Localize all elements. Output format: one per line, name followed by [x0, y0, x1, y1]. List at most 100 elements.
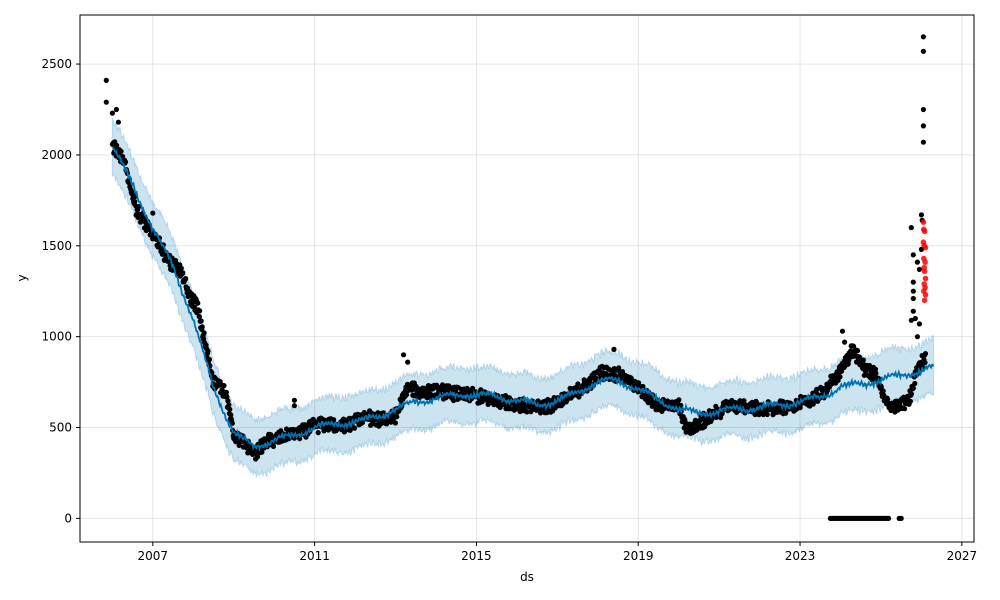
observed-point — [206, 356, 212, 363]
observed-point — [180, 270, 186, 276]
observed-point — [103, 99, 109, 105]
observed-point — [920, 48, 927, 54]
observed-point — [920, 106, 927, 113]
observed-point — [908, 317, 914, 323]
observed-point — [912, 315, 918, 322]
observed-point — [920, 34, 927, 40]
observed-point — [224, 394, 230, 400]
observed-point — [741, 398, 747, 404]
anomaly-point — [920, 219, 927, 225]
observed-point — [198, 318, 204, 324]
observed-point — [259, 449, 265, 455]
observed-point — [885, 396, 891, 402]
anomaly-point — [921, 297, 928, 304]
uncertainty-interval — [111, 117, 935, 479]
observed-point — [223, 389, 229, 395]
observed-point — [109, 110, 115, 116]
observed-point — [910, 288, 916, 294]
observed-point — [197, 308, 203, 314]
observed-point — [860, 357, 866, 363]
observed-point — [297, 436, 303, 442]
observed-point — [254, 454, 261, 460]
observed-point — [920, 139, 927, 145]
observed-point — [405, 359, 411, 365]
grid-lines — [80, 15, 974, 542]
observed-point — [401, 352, 407, 358]
x-tick-label: 2007 — [138, 549, 169, 563]
observed-point — [718, 415, 724, 421]
anomaly-point — [922, 275, 929, 282]
observed-point — [814, 386, 820, 392]
x-axis-ticks: 2007 2011 2015 2019 2023 2027 — [138, 542, 977, 563]
observed-point — [291, 397, 297, 403]
observed-point — [341, 429, 347, 435]
zero-observation — [886, 515, 892, 522]
observed-point — [910, 252, 916, 258]
x-tick-label: 2011 — [299, 549, 330, 563]
observed-point — [225, 398, 231, 404]
observed-point — [227, 406, 233, 412]
observed-point — [575, 381, 581, 387]
observed-point — [392, 420, 398, 426]
y-tick-label: 2000 — [41, 148, 72, 162]
observed-point — [196, 314, 202, 320]
zero-observation — [898, 515, 904, 522]
x-tick-label: 2015 — [461, 549, 492, 563]
observed-point — [867, 363, 873, 369]
y-axis-label: y — [15, 274, 29, 281]
observed-point — [352, 425, 358, 431]
anomaly-point — [922, 259, 928, 265]
observed-point — [270, 443, 277, 449]
observed-point — [150, 210, 156, 216]
anomaly-points — [920, 219, 929, 304]
observed-point — [118, 148, 124, 154]
observed-point — [839, 328, 846, 334]
observed-point — [910, 308, 916, 314]
observed-point — [880, 388, 886, 394]
observed-points — [103, 34, 929, 522]
observed-point — [916, 266, 923, 272]
x-tick-label: 2019 — [623, 549, 654, 563]
observed-point — [178, 265, 184, 271]
observed-point — [910, 385, 916, 391]
observed-point — [910, 295, 916, 302]
observed-point — [221, 383, 227, 389]
observed-point — [183, 276, 189, 282]
y-axis-ticks: 0 500 1000 1500 2000 2500 — [41, 57, 80, 525]
anomaly-point — [921, 268, 928, 275]
observed-point — [920, 123, 927, 129]
observed-point — [918, 212, 925, 218]
observed-point — [907, 398, 914, 404]
observed-point — [201, 330, 207, 336]
observed-point — [916, 321, 923, 327]
observed-point — [616, 365, 622, 371]
anomaly-point — [922, 244, 929, 251]
observed-point — [524, 409, 530, 415]
observed-point — [199, 324, 205, 330]
observed-point — [503, 393, 509, 399]
observed-point — [797, 405, 803, 411]
observed-point — [479, 399, 485, 405]
observed-point — [908, 225, 914, 231]
y-tick-label: 0 — [64, 511, 72, 525]
observed-point — [842, 339, 848, 345]
observed-point — [315, 430, 321, 436]
observed-point — [478, 387, 484, 393]
observed-point — [228, 412, 234, 418]
observed-point — [910, 279, 916, 285]
observed-point — [854, 348, 861, 354]
x-axis-label: ds — [520, 570, 534, 584]
y-tick-label: 2500 — [41, 57, 72, 71]
observed-point — [914, 334, 921, 340]
observed-point — [115, 119, 121, 125]
forecast-trend — [111, 146, 935, 452]
observed-point — [195, 300, 201, 306]
observed-point — [837, 374, 843, 380]
y-tick-label: 500 — [49, 421, 72, 435]
y-tick-label: 1500 — [41, 239, 72, 253]
observed-point — [783, 410, 789, 416]
x-tick-label: 2023 — [785, 549, 816, 563]
observed-point — [873, 370, 879, 376]
